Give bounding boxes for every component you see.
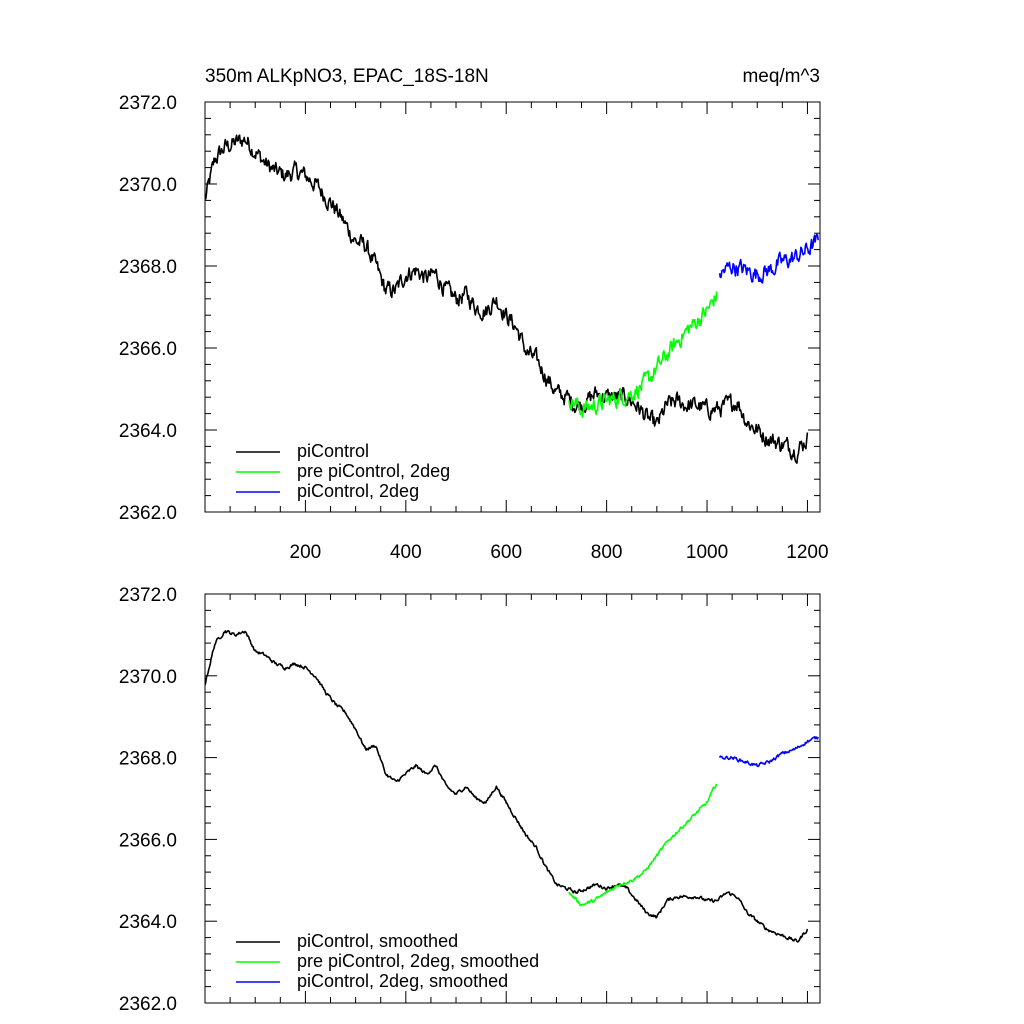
legend-label: piControl, 2deg, smoothed (297, 971, 508, 991)
y-tick-label: 2368.0 (119, 257, 177, 278)
y-tick-label: 2366.0 (119, 339, 177, 360)
y-tick-label: 2362.0 (119, 503, 177, 524)
top-panel: 350m ALKpNO3, EPAC_18S-18N meq/m^3 2362.0 2… (119, 66, 829, 563)
y-tick-label: 2372.0 (119, 93, 177, 114)
y-tick-label: 2364.0 (119, 421, 177, 442)
x-tick-label: 800 (591, 542, 623, 563)
series-group (205, 134, 819, 464)
legend-label: pre piControl, 2deg (297, 461, 450, 481)
legend-label: piControl (297, 441, 369, 461)
x-tick-label: 1200 (786, 542, 828, 563)
units-label: meq/m^3 (742, 66, 820, 87)
bottom-panel: 2362.0 2364.0 2366.0 2368.0 2370.0 2372.0 piCo… (119, 585, 821, 1015)
series-group (205, 630, 819, 943)
y-tick-label: 2364.0 (119, 912, 177, 933)
legend-label: piControl, smoothed (297, 931, 458, 951)
series-line-1 (568, 291, 718, 418)
series-line-0 (205, 630, 809, 943)
y-tick-label: 2370.0 (119, 667, 177, 688)
x-tick-label: 400 (390, 542, 422, 563)
series-line-2 (718, 736, 819, 768)
y-tick-label: 2370.0 (119, 175, 177, 196)
y-tick-label: 2372.0 (119, 585, 177, 606)
series-line-2 (718, 233, 819, 284)
x-tick-label: 600 (490, 542, 522, 563)
plot-frame (204, 101, 821, 513)
legend-label: piControl, 2deg (297, 481, 419, 501)
series-line-0 (205, 134, 809, 464)
series-line-1 (568, 783, 718, 907)
x-tick-label: 200 (290, 542, 322, 563)
y-tick-label: 2366.0 (119, 830, 177, 851)
x-tick-label: 1000 (686, 542, 728, 563)
y-tick-label: 2362.0 (119, 994, 177, 1015)
plot-frame (204, 593, 821, 1004)
legend-label: pre piControl, 2deg, smoothed (297, 951, 539, 971)
y-tick-label: 2368.0 (119, 749, 177, 770)
chart-title: 350m ALKpNO3, EPAC_18S-18N (205, 66, 489, 87)
